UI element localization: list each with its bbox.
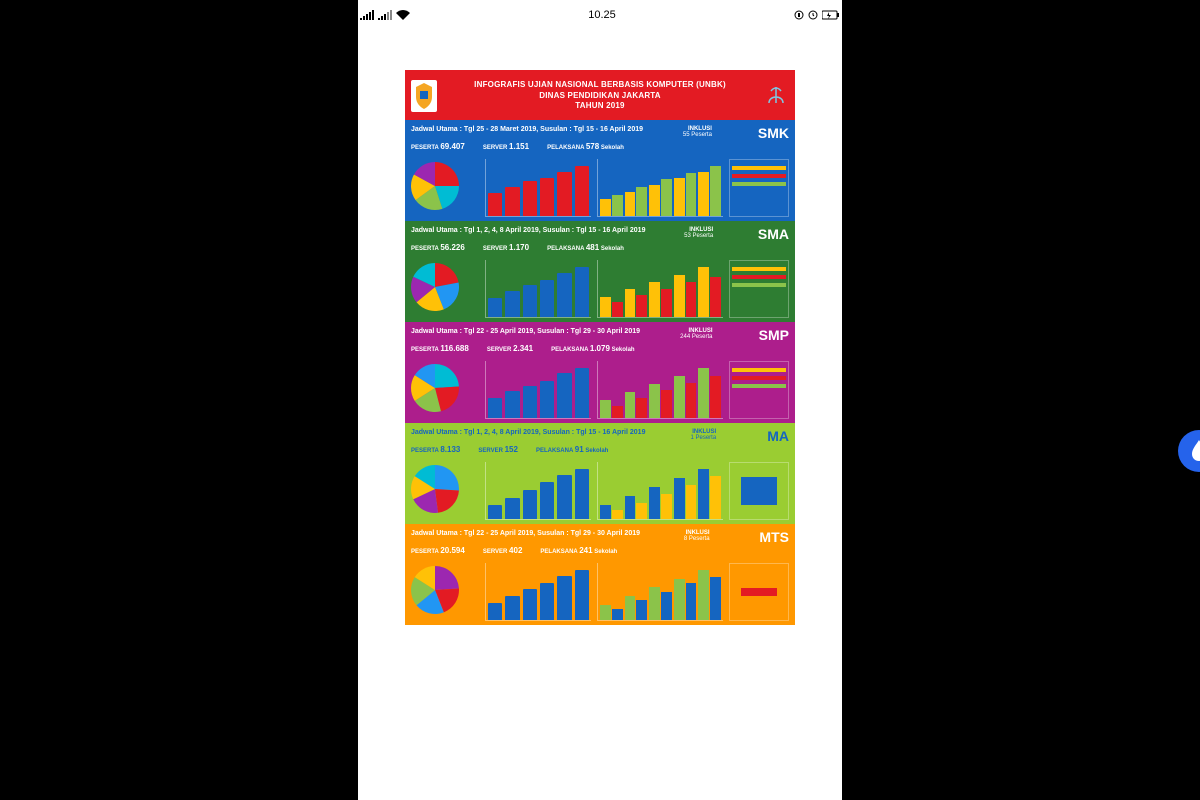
section-mts: Jadwal Utama : Tgl 22 - 25 April 2019, S… [405,524,795,625]
peserta-stat: PESERTA 116.688 [411,344,469,353]
side-panel [729,361,789,419]
section-badge: SMK [758,126,789,140]
pelaksana-stat: PELAKSANA 91 Sekolah [536,445,608,454]
schedule-text: Jadwal Utama : Tgl 1, 2, 4, 8 April 2019… [411,227,645,234]
bar-chart-pelaksana [597,462,723,520]
battery-icon [822,10,840,20]
inklusi-value: 53 Peserta [684,233,713,239]
status-left-icons [360,10,410,20]
section-badge: SMA [758,227,789,241]
pelaksana-stat: PELAKSANA 241 Sekolah [540,546,617,555]
signal-icon-2 [378,10,392,20]
section-badge: SMP [759,328,789,342]
lock-icon [794,10,804,20]
side-panel [729,159,789,217]
bar-chart-server [485,260,591,318]
wifi-icon [396,10,410,20]
server-stat: SERVER 152 [478,445,518,454]
peserta-stat: PESERTA 8.133 [411,445,460,454]
bar-chart-pelaksana [597,260,723,318]
status-time: 10.25 [588,9,616,21]
bar-chart-server [485,563,591,621]
section-ma: Jadwal Utama : Tgl 1, 2, 4, 8 April 2019… [405,423,795,524]
jakarta-crest-icon [411,80,437,112]
pie-chart [411,458,479,520]
bar-chart-server [485,159,591,217]
signal-icon [360,10,374,20]
inklusi-value: 244 Peserta [680,334,712,340]
inklusi-value: 1 Peserta [691,435,717,441]
side-panel [729,462,789,520]
server-stat: SERVER 1.170 [483,243,529,252]
server-stat: SERVER 402 [483,546,523,555]
peserta-stat: PESERTA 69.407 [411,142,465,151]
peserta-stat: PESERTA 20.594 [411,546,465,555]
pie-chart [411,559,479,621]
schedule-text: Jadwal Utama : Tgl 22 - 25 April 2019, S… [411,530,640,537]
bar-chart-server [485,361,591,419]
header-title: INFOGRAFIS UJIAN NASIONAL BERBASIS KOMPU… [443,80,757,111]
inklusi-value: 8 Peserta [684,536,710,542]
pie-chart [411,256,479,318]
bar-chart-pelaksana [597,159,723,217]
status-right-icons [794,10,840,20]
section-smp: Jadwal Utama : Tgl 22 - 25 April 2019, S… [405,322,795,423]
schedule-text: Jadwal Utama : Tgl 25 - 28 Maret 2019, S… [411,126,643,133]
title-line-3: TAHUN 2019 [443,101,757,111]
section-smk: Jadwal Utama : Tgl 25 - 28 Maret 2019, S… [405,120,795,221]
section-sma: Jadwal Utama : Tgl 1, 2, 4, 8 April 2019… [405,221,795,322]
alarm-icon [808,10,818,20]
section-badge: MTS [759,530,789,544]
bar-chart-pelaksana [597,563,723,621]
right-logo-icon [763,83,789,109]
bar-chart-pelaksana [597,361,723,419]
schedule-text: Jadwal Utama : Tgl 1, 2, 4, 8 April 2019… [411,429,645,436]
infographic-header: INFOGRAFIS UJIAN NASIONAL BERBASIS KOMPU… [405,70,795,120]
schedule-text: Jadwal Utama : Tgl 22 - 25 April 2019, S… [411,328,640,335]
title-line-1: INFOGRAFIS UJIAN NASIONAL BERBASIS KOMPU… [443,80,757,90]
pelaksana-stat: PELAKSANA 481 Sekolah [547,243,624,252]
water-drop-icon [1190,440,1200,462]
bar-chart-server [485,462,591,520]
infographic: INFOGRAFIS UJIAN NASIONAL BERBASIS KOMPU… [405,70,795,625]
side-panel [729,260,789,318]
pelaksana-stat: PELAKSANA 1.079 Sekolah [551,344,635,353]
floating-action-button[interactable] [1178,430,1200,472]
peserta-stat: PESERTA 56.226 [411,243,465,252]
inklusi-value: 55 Peserta [683,132,712,138]
title-line-2: DINAS PENDIDIKAN JAKARTA [443,91,757,101]
server-stat: SERVER 1.151 [483,142,529,151]
pelaksana-stat: PELAKSANA 578 Sekolah [547,142,624,151]
pie-chart [411,155,479,217]
side-panel [729,563,789,621]
section-badge: MA [767,429,789,443]
status-bar: 10.25 [360,6,840,24]
pie-chart [411,357,479,419]
server-stat: SERVER 2.341 [487,344,533,353]
